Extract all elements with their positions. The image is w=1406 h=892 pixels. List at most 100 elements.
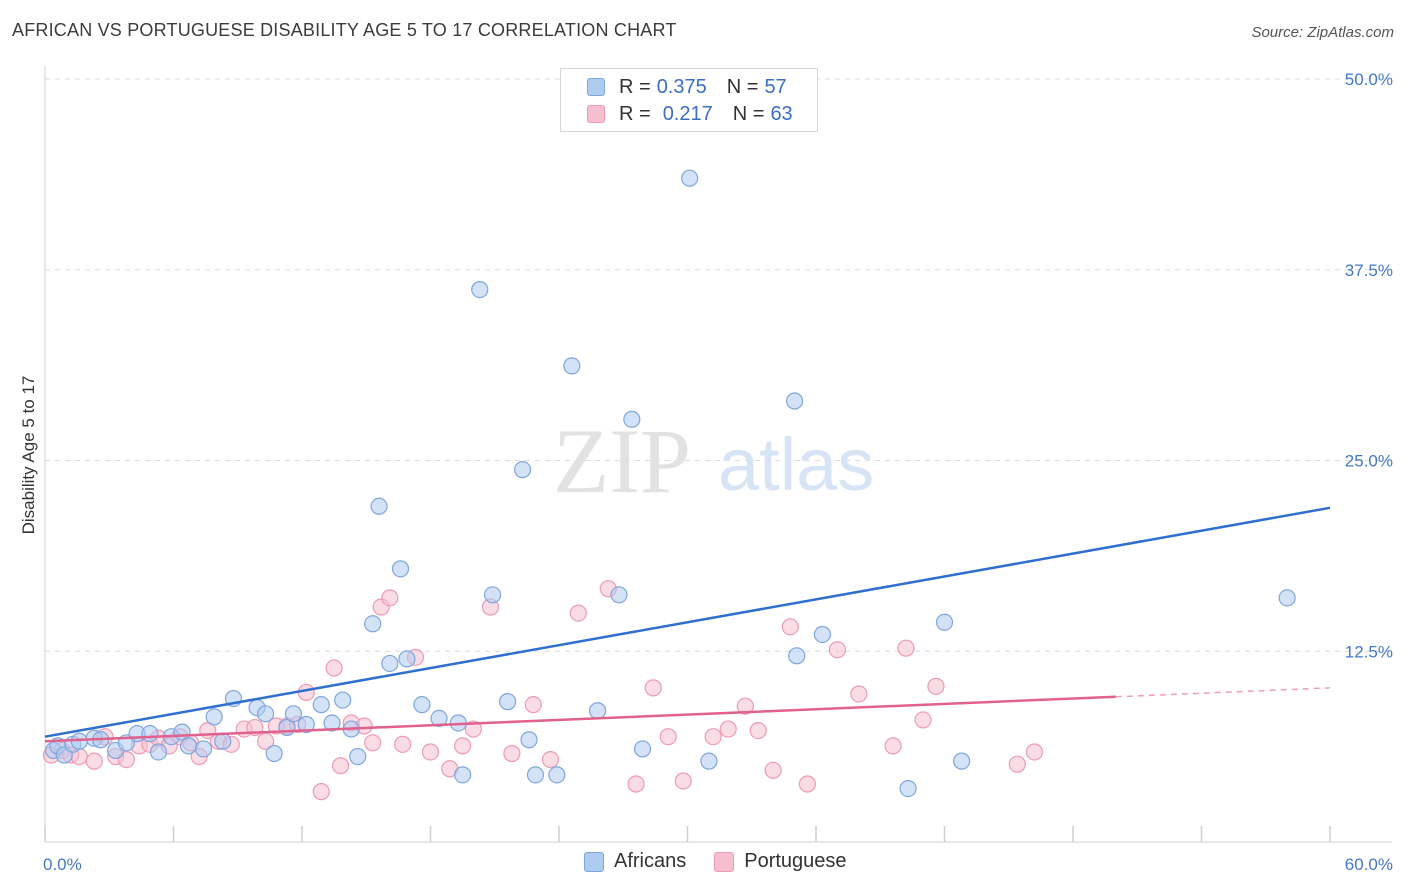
africans-swatch [587,78,605,96]
africans-point-43 [520,731,538,749]
legend-item-africans[interactable]: Africans [584,850,686,873]
africans-point-44 [526,766,545,784]
africans-point-16 [205,708,223,726]
africans-points [44,169,1296,798]
portuguese-point-25 [312,783,330,801]
correlation-legend: R = 0.375 N = 57 R = 0.217 N = 63 [560,68,818,132]
africans-point-36 [430,709,448,727]
africans-point-17 [214,732,232,750]
source-label: Source: ZipAtlas.com [1251,24,1394,41]
africans-point-23 [284,705,303,723]
portuguese-point-42 [541,750,560,769]
grid [45,78,1392,652]
africans-point-53 [785,392,804,410]
watermark-zip: ZIP [553,410,691,512]
africans-point-21 [265,744,283,763]
portuguese-point-24 [297,683,315,702]
portuguese-point-58 [884,737,902,755]
portuguese-point-61 [927,677,945,695]
portuguese-point-60 [914,711,932,729]
africans-trendline [44,506,1331,738]
tick-labels: 12.5% 25.0% 37.5% 50.0% 0.0% 60.0% [43,70,1393,874]
portuguese-point-40 [503,744,521,763]
africans-legend-swatch [584,851,604,872]
portuguese-point-33 [394,735,412,753]
portuguese-n-label: N = [732,102,765,125]
x-tick-label-min: 0.0% [43,855,82,874]
africans-point-47 [588,702,607,720]
portuguese-swatch [587,105,605,123]
portuguese-legend-swatch [714,851,735,872]
africans-point-48 [610,586,628,604]
portuguese-point-59 [897,639,915,657]
africans-point-55 [813,625,832,644]
africans-point-30 [364,615,382,633]
africans-point-29 [349,747,367,766]
africans-point-26 [323,714,341,732]
africans-point-49 [623,410,641,428]
portuguese-point-56 [828,641,847,659]
africans-point-40 [484,586,502,604]
portuguese-point-49 [704,728,722,746]
africans-point-11 [149,743,168,761]
portuguese-point-35 [421,743,440,761]
trendlines [44,506,1331,743]
x-tick-label-max: 60.0% [1345,855,1393,874]
y-tick-label-3: 50.0% [1345,70,1393,89]
africans-point-34 [398,650,416,668]
africans-point-45 [548,766,566,784]
africans-legend-label: Africans [614,850,687,872]
africans-point-32 [381,654,399,673]
portuguese-point-30 [364,734,382,752]
portuguese-point-47 [659,728,677,746]
portuguese-point-4 [85,752,103,770]
africans-point-31 [370,497,388,515]
portuguese-point-52 [749,722,767,740]
africans-point-35 [413,696,431,714]
portuguese-point-27 [331,757,350,775]
africans-n-value: 57 [764,75,787,98]
legend-row-africans: R = 0.375 N = 57 [587,75,787,99]
legend-row-portuguese: R = 0.217 N = 63 [587,102,793,126]
watermark: ZIP atlas [553,410,874,512]
portuguese-trendline [44,695,1116,743]
y-tick-label-2: 37.5% [1345,261,1393,280]
portuguese-point-38 [464,720,482,738]
africans-point-46 [563,357,581,375]
portuguese-legend-label: Portuguese [744,850,847,872]
africans-point-42 [513,461,532,479]
africans-point-10 [141,725,159,743]
africans-point-25 [312,696,330,714]
africans-point-57 [935,613,954,631]
africans-point-52 [700,752,718,770]
portuguese-point-45 [627,775,645,793]
axes [44,66,1392,843]
africans-point-24 [297,715,315,734]
portuguese-point-41 [524,696,542,714]
portuguese-r-label: R = [619,102,651,125]
portuguese-point-53 [764,761,782,779]
africans-point-41 [499,693,517,711]
portuguese-point-63 [1025,743,1044,761]
portuguese-point-37 [454,737,472,755]
portuguese-point-54 [781,618,799,636]
africans-point-50 [633,740,652,758]
y-tick-label-1: 25.0% [1345,452,1393,471]
portuguese-point-51 [736,697,754,715]
africans-point-56 [899,779,917,798]
legend-item-portuguese[interactable]: Portuguese [714,850,847,873]
africans-point-20 [256,705,275,723]
africans-r-label: R = [619,75,651,98]
africans-r-value: 0.375 [656,75,707,98]
africans-point-59 [1278,589,1296,607]
africans-point-33 [391,560,410,578]
portuguese-r-value: 0.217 [662,102,713,125]
portuguese-trendline-extension [1115,687,1331,698]
africans-point-51 [681,169,699,187]
portuguese-points [42,580,1044,801]
africans-point-14 [179,737,198,755]
portuguese-point-46 [644,679,662,697]
chart-title: AFRICAN VS PORTUGUESE DISABILITY AGE 5 T… [12,20,677,40]
portuguese-point-26 [325,659,343,677]
